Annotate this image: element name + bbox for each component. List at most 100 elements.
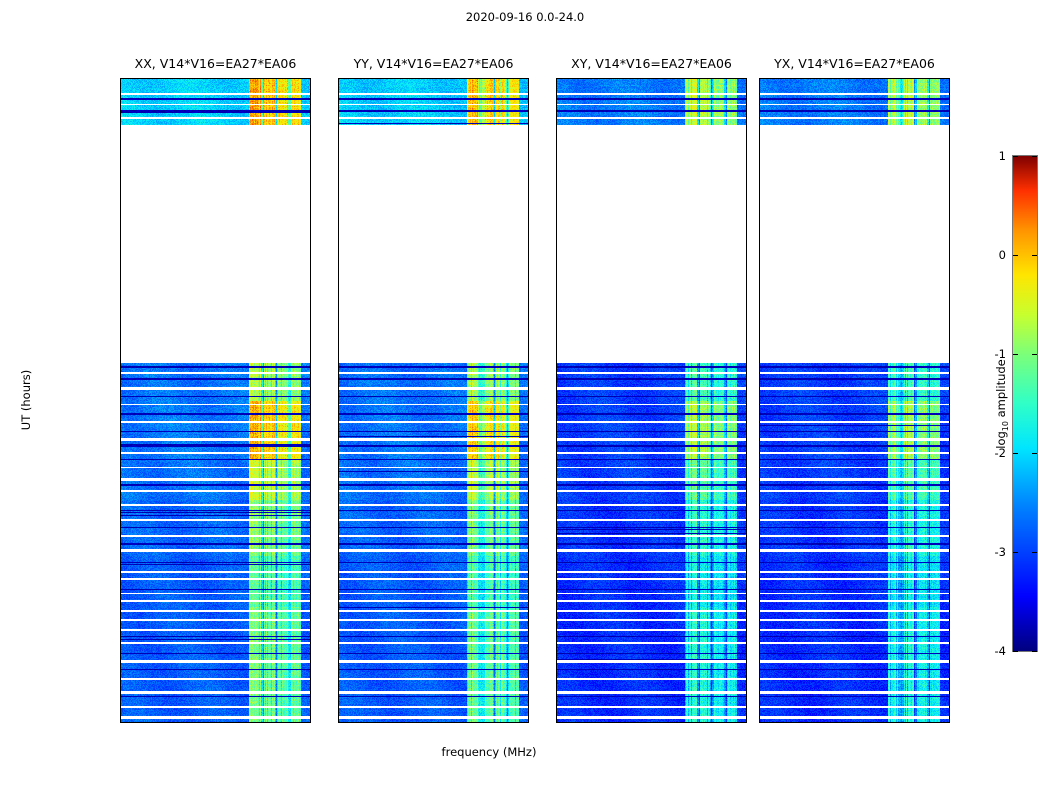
y-tick-mark-right [746,454,747,455]
colorbar-label-sub: 10 [1001,421,1011,432]
colorbar-tick-label: -1 [994,347,1006,361]
y-tick-mark-right [310,454,311,455]
y-tick-mark-right [528,186,529,187]
y-tick-mark [120,722,121,723]
x-tick-mark [610,722,611,723]
colorbar-label: log10 amplitude [994,359,1010,449]
x-tick-mark-top [693,78,694,79]
panel-title-yy: YY, V14*V16=EA27*EA06 [353,56,514,71]
y-tick-mark-right [528,722,529,723]
y-tick-mark [759,588,760,589]
plot-area-xy[interactable]: 05101520320335350365380 [556,78,747,723]
y-tick-mark-right [310,588,311,589]
y-tick-mark [759,186,760,187]
colorbar-tick-label: -3 [994,545,1006,559]
x-tick-mark [350,722,351,723]
x-tick-mark [735,722,736,723]
colorbar-tick-mark [1013,255,1018,256]
colorbar-tick-mark-right [1032,156,1037,157]
y-tick-mark [556,186,557,187]
y-tick-mark [759,722,760,723]
panel-yy: YY, V14*V16=EA27*EA06 051015203203353503… [338,56,529,723]
y-tick-mark-right [746,722,747,723]
y-tick-mark-right [746,588,747,589]
x-tick-mark-top [652,78,653,79]
colorbar-tick-mark-right [1032,552,1037,553]
colorbar: 1 0 -1 -2 -3 -4 [995,149,1038,658]
x-tick-mark [257,722,258,723]
x-tick-mark [174,722,175,723]
x-tick-mark-top [350,78,351,79]
x-tick-mark-top [610,78,611,79]
y-tick-mark-right [949,320,950,321]
figure-suptitle: 2020-09-16 0.0-24.0 [465,10,585,24]
plot-area-xx[interactable]: 05101520320335350365380 [120,78,311,723]
x-tick-mark-top [392,78,393,79]
x-tick-mark-top [771,78,772,79]
x-tick-mark-top [813,78,814,79]
panel-title-xy: XY, V14*V16=EA27*EA06 [571,56,732,71]
x-tick-mark [813,722,814,723]
x-axis-label: frequency (MHz) [441,745,537,759]
x-tick-mark-top [257,78,258,79]
y-tick-mark [120,320,121,321]
x-tick-mark [771,722,772,723]
x-tick-mark-top [132,78,133,79]
y-tick-mark [120,186,121,187]
y-tick-mark [556,454,557,455]
y-tick-mark [759,320,760,321]
x-tick-mark [299,722,300,723]
colorbar-tick-mark-right [1032,453,1037,454]
y-tick-mark [556,588,557,589]
y-axis-label: UT (hours) [19,369,33,431]
x-tick-mark [475,722,476,723]
y-tick-mark-right [746,320,747,321]
x-tick-mark [652,722,653,723]
x-tick-mark [855,722,856,723]
y-tick-mark [556,320,557,321]
x-tick-mark-top [938,78,939,79]
y-tick-mark [338,722,339,723]
x-tick-mark [568,722,569,723]
y-tick-mark [338,320,339,321]
x-tick-mark [434,722,435,723]
plot-area-yx[interactable]: 05101520320335350365380 [759,78,950,723]
panel-xx: XX, V14*V16=EA27*EA06 051015203203353503… [120,56,311,723]
colorbar-tick-mark-right [1032,651,1037,652]
spectrogram-image-yy [339,79,528,722]
y-tick-mark-right [528,454,529,455]
y-tick-mark-right [949,186,950,187]
y-tick-mark-right [310,186,311,187]
colorbar-label-tail: amplitude [993,359,1008,422]
x-tick-mark [938,722,939,723]
y-tick-mark-right [746,186,747,187]
colorbar-tick-label: -2 [994,446,1006,460]
y-tick-mark-right [310,722,311,723]
spectrogram-image-xx [121,79,310,722]
y-tick-mark [338,186,339,187]
y-tick-mark-right [528,588,529,589]
colorbar-label-main: log [993,431,1008,449]
colorbar-tick-label: 0 [998,248,1006,262]
plot-area-yy[interactable]: 05101520320335350365380 [338,78,529,723]
x-tick-mark-top [568,78,569,79]
x-tick-mark-top [896,78,897,79]
y-tick-mark [338,454,339,455]
colorbar-tick-mark [1013,354,1018,355]
x-tick-mark-top [299,78,300,79]
colorbar-tick-label: 1 [998,149,1006,163]
y-tick-mark-right [949,588,950,589]
y-tick-mark [556,722,557,723]
x-tick-mark [216,722,217,723]
panel-xy: XY, V14*V16=EA27*EA06 051015203203353503… [556,56,747,723]
x-tick-mark-top [735,78,736,79]
y-tick-mark [120,454,121,455]
y-tick-mark-right [310,320,311,321]
y-tick-mark [759,454,760,455]
x-tick-mark [693,722,694,723]
colorbar-tick-mark [1013,453,1018,454]
colorbar-tick-mark [1013,552,1018,553]
colorbar-tick-mark [1013,156,1018,157]
x-tick-mark-top [475,78,476,79]
